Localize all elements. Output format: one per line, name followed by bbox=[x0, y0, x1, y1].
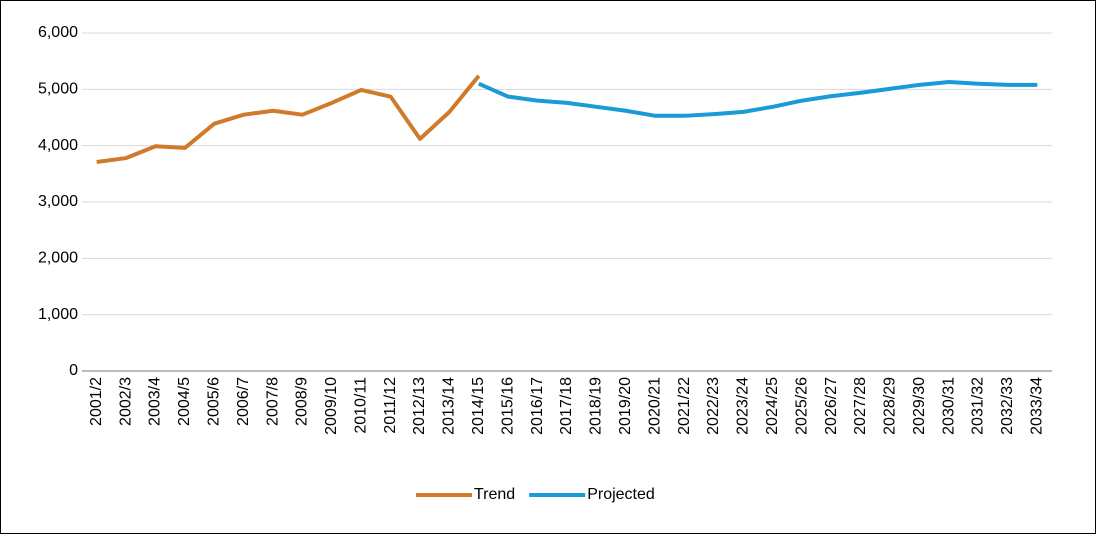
x-tick-label: 2021/22 bbox=[676, 377, 693, 435]
y-tick-label: 6,000 bbox=[38, 24, 78, 41]
x-tick-label: 2006/7 bbox=[235, 377, 252, 426]
x-tick-label: 2014/15 bbox=[470, 377, 487, 435]
x-tick-label: 2033/34 bbox=[1029, 377, 1046, 435]
legend-label: Projected bbox=[587, 486, 655, 503]
x-tick-label: 2004/5 bbox=[176, 377, 193, 426]
x-tick-label: 2030/31 bbox=[940, 377, 957, 435]
y-tick-label: 5,000 bbox=[38, 81, 78, 98]
x-tick-label: 2019/20 bbox=[617, 377, 634, 435]
x-tick-label: 2009/10 bbox=[323, 377, 340, 435]
x-tick-label: 2025/26 bbox=[793, 377, 810, 435]
x-tick-label: 2017/18 bbox=[558, 377, 575, 435]
x-tick-label: 2005/6 bbox=[205, 377, 222, 426]
x-tick-label: 2015/16 bbox=[499, 377, 516, 435]
x-tick-label: 2007/8 bbox=[264, 377, 281, 426]
x-tick-label: 2016/17 bbox=[529, 377, 546, 435]
x-tick-label: 2027/28 bbox=[852, 377, 869, 435]
line-series bbox=[96, 74, 481, 164]
x-tick-label: 2003/4 bbox=[147, 377, 164, 426]
x-tick-label: 2008/9 bbox=[294, 377, 311, 426]
x-tick-label: 2022/23 bbox=[705, 377, 722, 435]
x-tick-label: 2026/27 bbox=[823, 377, 840, 435]
y-tick-label: 0 bbox=[69, 362, 78, 379]
x-tick-label: 2001/2 bbox=[88, 377, 105, 426]
x-tick-label: 2023/24 bbox=[735, 377, 752, 435]
x-tick-label: 2029/30 bbox=[911, 377, 928, 435]
x-tick-label: 2002/3 bbox=[117, 377, 134, 426]
x-tick-label: 2012/13 bbox=[411, 377, 428, 435]
x-tick-label: 2020/21 bbox=[646, 377, 663, 435]
x-tick-label: 2032/33 bbox=[999, 377, 1016, 435]
line-series bbox=[478, 80, 1038, 118]
legend-label: Trend bbox=[474, 486, 515, 503]
x-tick-label: 2010/11 bbox=[352, 377, 369, 434]
x-tick-label: 2013/14 bbox=[441, 377, 458, 435]
y-tick-label: 2,000 bbox=[38, 250, 78, 267]
x-tick-label: 2028/29 bbox=[882, 377, 899, 435]
x-tick-label: 2011/12 bbox=[382, 377, 399, 434]
x-tick-label: 2018/19 bbox=[588, 377, 605, 435]
x-tick-label: 2024/25 bbox=[764, 377, 781, 435]
x-tick-label: 2031/32 bbox=[970, 377, 987, 435]
y-tick-label: 3,000 bbox=[38, 193, 78, 210]
y-tick-label: 4,000 bbox=[38, 137, 78, 154]
y-tick-label: 1,000 bbox=[38, 306, 78, 323]
